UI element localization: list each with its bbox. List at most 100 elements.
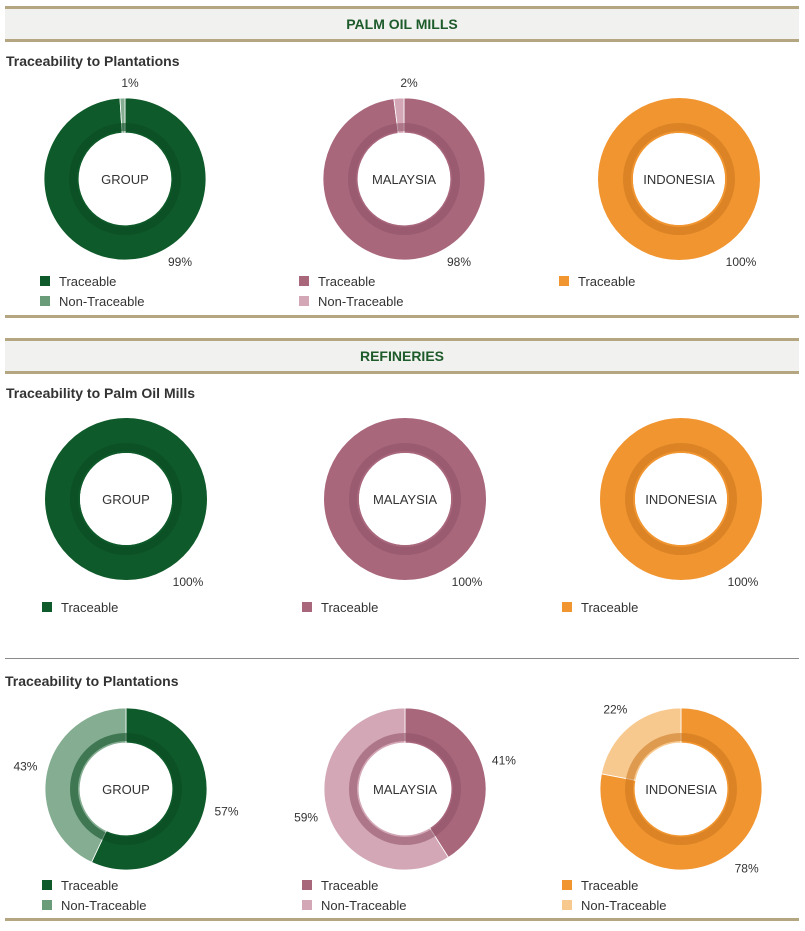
subtitle-refineries-plantations: Traceability to Plantations: [5, 673, 179, 689]
legend-indonesia-mills: Traceable: [559, 271, 635, 291]
donut-inner-ring: [70, 443, 182, 555]
legend-swatch: [562, 602, 572, 612]
bottom-divider: [5, 918, 799, 921]
legend-indonesia-refineries-mills: Traceable: [562, 597, 638, 617]
legend-item-non-traceable: Non-Traceable: [302, 895, 407, 915]
legend-item-traceable: Traceable: [40, 271, 145, 291]
donut-value-label: 22%: [603, 703, 627, 717]
legend-malaysia-refineries-mills: Traceable: [302, 597, 378, 617]
donut-slice-traceable: [598, 98, 760, 260]
donut-inner-ring: [69, 123, 181, 235]
legend-label: Non-Traceable: [581, 897, 667, 913]
legend-swatch: [302, 880, 312, 890]
section-header-palm-oil-mills: PALM OIL MILLS: [5, 6, 799, 42]
donut-chart-group-mills: GROUP 99% 1%: [43, 76, 207, 269]
donut-value-label: 100%: [173, 575, 204, 589]
legend-item-traceable: Traceable: [42, 875, 147, 895]
section-title: REFINERIES: [359, 348, 444, 364]
donut-center: [633, 133, 725, 225]
legend-label: Non-Traceable: [59, 293, 145, 309]
subtitle-palm-oil-mills-plantations: Traceability to Plantations: [6, 53, 180, 69]
donut-center-label: INDONESIA: [643, 172, 715, 187]
legend-item-non-traceable: Non-Traceable: [562, 895, 667, 915]
subtitle-refineries-mills: Traceability to Palm Oil Mills: [6, 385, 196, 401]
legend-indonesia-refineries-plantations: Traceable Non-Traceable: [562, 875, 667, 915]
legend-label: Traceable: [61, 877, 119, 893]
donut-value-label: 100%: [728, 575, 759, 589]
legend-item-traceable: Traceable: [299, 271, 404, 291]
legend-label: Traceable: [581, 599, 639, 615]
donut-value-label: 98%: [447, 255, 471, 269]
donut-chart-malaysia-refineries-plantations: MALAYSIA 41% 59%: [294, 707, 516, 871]
legend-item-traceable: Traceable: [562, 597, 638, 617]
legend-swatch: [299, 296, 309, 306]
legend-item-traceable: Traceable: [302, 597, 378, 617]
donut-center-label: MALAYSIA: [373, 782, 437, 797]
donut-inner-ring: [623, 123, 735, 235]
legend-malaysia-mills: Traceable Non-Traceable: [299, 271, 404, 311]
legend-swatch: [559, 276, 569, 286]
donut-center: [359, 743, 451, 835]
legend-item-non-traceable: Non-Traceable: [40, 291, 145, 311]
legend-swatch: [42, 602, 52, 612]
donut-inner-ring: [625, 733, 737, 845]
donut-value-label: 100%: [726, 255, 757, 269]
donut-chart-group-refineries-plantations: GROUP 57% 43%: [13, 707, 239, 871]
donut-chart-malaysia-mills: MALAYSIA 98% 2%: [322, 76, 486, 269]
legend-swatch: [302, 602, 312, 612]
donut-value-label: 43%: [13, 760, 37, 774]
legend-item-traceable: Traceable: [302, 875, 407, 895]
legend-label: Traceable: [318, 273, 376, 289]
legend-item-traceable: Traceable: [562, 875, 667, 895]
donut-inner-ring: [625, 443, 737, 555]
donut-center: [80, 453, 172, 545]
donut-value-label: 99%: [168, 255, 192, 269]
legend-swatch: [42, 880, 52, 890]
donut-slice-traceable: [324, 418, 486, 580]
donut-value-label: 78%: [735, 861, 759, 875]
donut-center: [80, 743, 172, 835]
donut-center: [358, 133, 450, 225]
legend-swatch: [562, 880, 572, 890]
donut-center-label: MALAYSIA: [373, 492, 437, 507]
legend-swatch: [40, 276, 50, 286]
legend-swatch: [302, 900, 312, 910]
legend-label: Traceable: [59, 273, 117, 289]
legend-label: Non-Traceable: [61, 897, 147, 913]
legend-swatch: [42, 900, 52, 910]
legend-item-traceable: Traceable: [559, 271, 635, 291]
legend-label: Non-Traceable: [321, 897, 407, 913]
legend-group-mills: Traceable Non-Traceable: [40, 271, 145, 311]
legend-group-refineries-mills: Traceable: [42, 597, 118, 617]
donut-center-label: GROUP: [102, 782, 150, 797]
section-title: PALM OIL MILLS: [346, 16, 458, 32]
donut-center: [79, 133, 171, 225]
legend-swatch: [40, 296, 50, 306]
section-header-refineries: REFINERIES: [5, 338, 799, 374]
legend-label: Traceable: [321, 877, 379, 893]
donut-inner-ring: [349, 443, 461, 555]
legend-label: Traceable: [578, 273, 636, 289]
donut-center: [635, 743, 727, 835]
donut-center: [359, 453, 451, 545]
legend-label: Non-Traceable: [318, 293, 404, 309]
donut-value-label: 100%: [452, 575, 483, 589]
legend-label: Traceable: [61, 599, 119, 615]
legend-swatch: [562, 900, 572, 910]
legend-swatch: [299, 276, 309, 286]
subsection-divider: [5, 658, 799, 659]
legend-item-traceable: Traceable: [42, 597, 118, 617]
donut-chart-malaysia-refineries-mills: MALAYSIA 100%: [324, 418, 486, 589]
donut-value-label: 2%: [400, 76, 418, 90]
section-divider: [5, 315, 799, 318]
donut-center-label: GROUP: [102, 492, 150, 507]
donut-chart-indonesia-refineries-mills: INDONESIA 100%: [600, 418, 762, 589]
donut-center-label: INDONESIA: [645, 782, 717, 797]
legend-item-non-traceable: Non-Traceable: [299, 291, 404, 311]
donut-chart-indonesia-refineries-plantations: INDONESIA 78% 22%: [599, 703, 763, 875]
donut-chart-group-refineries-mills: GROUP 100%: [45, 418, 207, 589]
donut-value-label: 41%: [492, 753, 516, 767]
legend-label: Traceable: [321, 599, 379, 615]
donut-center-label: GROUP: [101, 172, 149, 187]
legend-malaysia-refineries-plantations: Traceable Non-Traceable: [302, 875, 407, 915]
